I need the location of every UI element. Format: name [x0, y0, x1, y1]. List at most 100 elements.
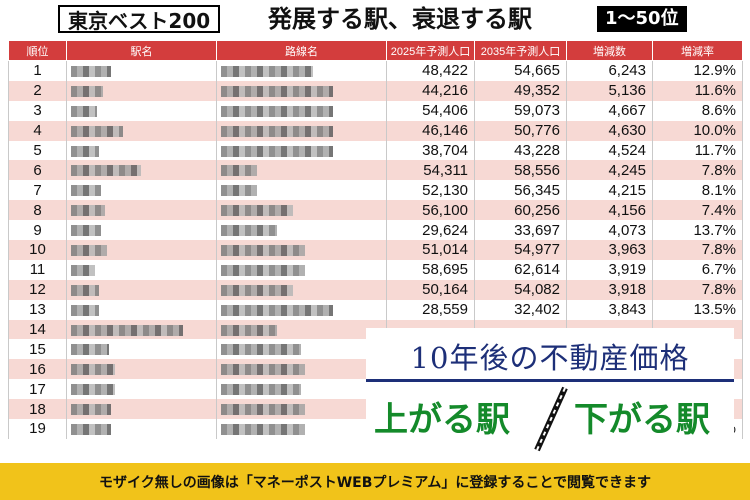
cell-rate: 10.0% [652, 120, 743, 141]
table-row: 5 38,704 43,228 4,524 11.7% [8, 140, 743, 161]
mosaic-block [221, 85, 333, 97]
cell-diff: 3,843 [566, 299, 653, 320]
mosaic-block [221, 145, 333, 157]
mosaic-block [71, 344, 109, 356]
cell-line-mosaic [216, 200, 387, 221]
cell-line-mosaic [216, 319, 387, 340]
cell-station-mosaic [66, 100, 217, 121]
cell-diff: 3,963 [566, 240, 653, 260]
cell-line-mosaic [216, 419, 387, 439]
cell-rate: 13.7% [652, 220, 743, 241]
mosaic-block [71, 364, 115, 376]
cell-pop2035: 60,256 [474, 200, 567, 221]
mosaic-block [221, 404, 305, 416]
cell-station-mosaic [66, 359, 217, 380]
cell-pop2025: 58,695 [386, 259, 475, 280]
table-row: 1 48,422 54,665 6,243 12.9% [8, 60, 743, 81]
footer-banner[interactable]: モザイク無しの画像は 「マネーポストWEBプレミアム」 に登録することで閲覧でき… [0, 463, 750, 500]
cell-rank: 16 [8, 359, 67, 380]
promo-title: 10年後の不動産価格 [410, 341, 690, 375]
mosaic-block [71, 185, 101, 197]
cell-pop2035: 59,073 [474, 100, 567, 121]
mosaic-block [71, 324, 183, 336]
cell-rank: 12 [8, 279, 67, 300]
cell-line-mosaic [216, 100, 387, 121]
mosaic-block [71, 264, 95, 276]
mosaic-block [71, 404, 111, 416]
mosaic-block [221, 105, 333, 117]
cell-rank: 8 [8, 200, 67, 221]
mosaic-block [221, 424, 305, 435]
rail-slash-icon [534, 386, 568, 452]
mosaic-block [221, 304, 333, 316]
mosaic-block [221, 225, 277, 237]
table-row: 9 29,624 33,697 4,073 13.7% [8, 220, 743, 241]
cell-station-mosaic [66, 279, 217, 300]
cell-line-mosaic [216, 180, 387, 201]
table-row: 11 58,695 62,614 3,919 6.7% [8, 259, 743, 280]
cell-rank: 15 [8, 339, 67, 360]
cell-station-mosaic [66, 60, 217, 81]
cell-diff: 4,245 [566, 160, 653, 181]
cell-rate: 6.7% [652, 259, 743, 280]
cell-pop2025: 48,422 [386, 60, 475, 81]
mosaic-block [71, 125, 123, 137]
footer-highlight[interactable]: 「マネーポストWEBプレミアム」 [238, 474, 456, 491]
cell-rank: 18 [8, 399, 67, 420]
cell-rank: 13 [8, 299, 67, 320]
cell-line-mosaic [216, 220, 387, 241]
cell-rank: 7 [8, 180, 67, 201]
cell-rank: 4 [8, 120, 67, 141]
table-row: 10 51,014 54,977 3,963 7.8% [8, 240, 743, 260]
cell-pop2035: 32,402 [474, 299, 567, 320]
cell-station-mosaic [66, 120, 217, 141]
mosaic-block [71, 424, 111, 435]
cell-line-mosaic [216, 160, 387, 181]
cell-pop2035: 49,352 [474, 80, 567, 101]
cell-station-mosaic [66, 339, 217, 360]
cell-diff: 5,136 [566, 80, 653, 101]
cell-station-mosaic [66, 319, 217, 340]
cell-pop2035: 54,665 [474, 60, 567, 81]
cell-rank: 1 [8, 60, 67, 81]
cell-line-mosaic [216, 399, 387, 420]
mosaic-block [221, 284, 293, 296]
cell-rank: 3 [8, 100, 67, 121]
mosaic-block [221, 384, 301, 396]
cell-station-mosaic [66, 399, 217, 420]
mosaic-block [71, 165, 141, 177]
cell-diff: 4,524 [566, 140, 653, 161]
mosaic-block [221, 324, 277, 336]
cell-rate: 7.4% [652, 200, 743, 221]
promo-divider [366, 379, 734, 382]
mosaic-block [71, 304, 99, 316]
mosaic-block [71, 225, 101, 237]
cell-station-mosaic [66, 180, 217, 201]
cell-rate: 7.8% [652, 279, 743, 300]
cell-pop2035: 50,776 [474, 120, 567, 141]
promo-overlay[interactable]: 10年後の不動産価格 上がる駅 下がる駅 [366, 328, 734, 456]
cell-rate: 11.6% [652, 80, 743, 101]
cell-rate: 8.6% [652, 100, 743, 121]
cell-line-mosaic [216, 379, 387, 400]
cell-diff: 3,918 [566, 279, 653, 300]
table-header-row: 順位 駅名 路線名 2025年予測人口 2035年予測人口 増減数 増減率 [8, 40, 743, 61]
footer-suffix: に登録することで閲覧できます [455, 474, 652, 491]
column-header-station: 駅名 [66, 40, 217, 61]
mosaic-block [71, 244, 107, 256]
cell-line-mosaic [216, 140, 387, 161]
cell-station-mosaic [66, 299, 217, 320]
title-tag: 東京ベスト200 [58, 5, 221, 33]
column-header-rate: 増減率 [652, 40, 743, 61]
cell-rank: 9 [8, 220, 67, 241]
table-row: 12 50,164 54,082 3,918 7.8% [8, 279, 743, 300]
cell-line-mosaic [216, 279, 387, 300]
cell-pop2025: 38,704 [386, 140, 475, 161]
cell-rate: 13.5% [652, 299, 743, 320]
cell-diff: 4,073 [566, 220, 653, 241]
cell-line-mosaic [216, 339, 387, 360]
mosaic-block [71, 85, 103, 97]
mosaic-block [221, 344, 301, 356]
table-row: 2 44,216 49,352 5,136 11.6% [8, 80, 743, 101]
cell-rate: 12.9% [652, 60, 743, 81]
